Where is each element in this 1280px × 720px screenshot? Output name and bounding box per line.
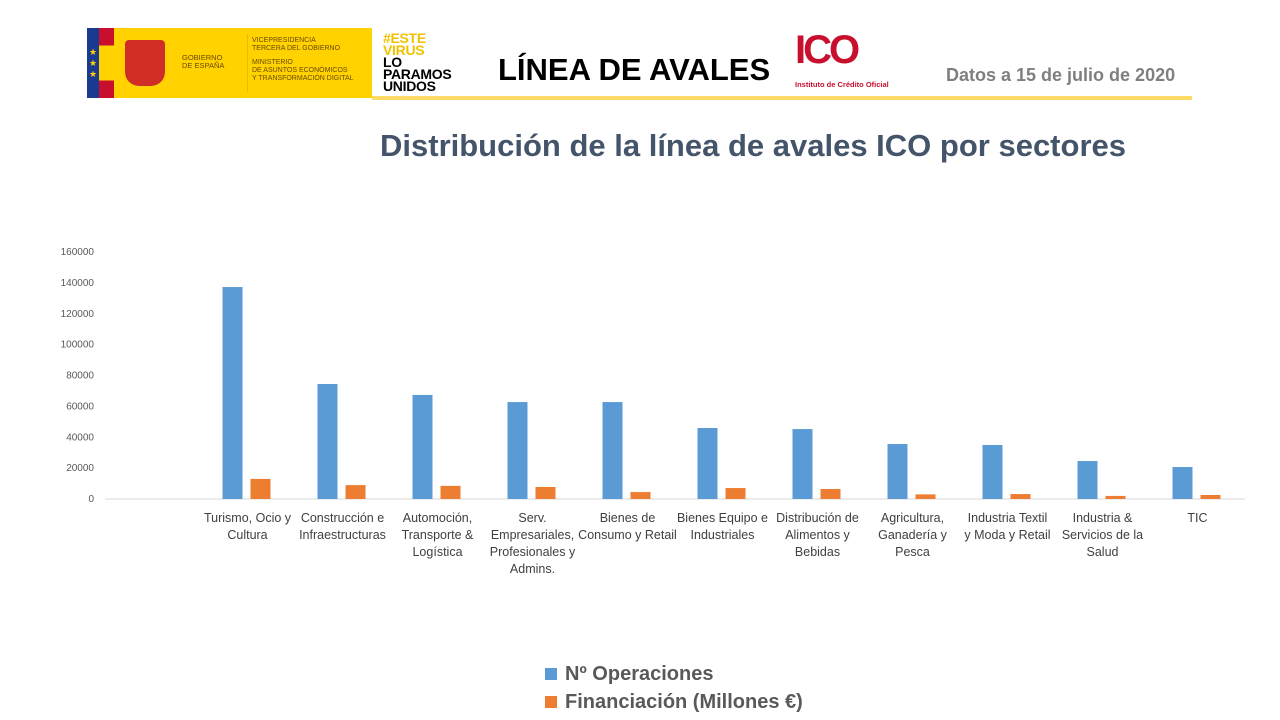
x-tick-label: Industria Textil y Moda y Retail: [964, 511, 1050, 542]
x-tick-label: Agricultura, Ganadería y Pesca: [878, 511, 948, 559]
bar-financiacion: [1010, 494, 1031, 499]
y-tick-label: 80000: [66, 371, 94, 382]
x-tick-label: TIC: [1187, 511, 1207, 525]
legend-item-financiacion: Financiación (Millones €): [545, 688, 803, 716]
gov-line: DE ESPAÑA: [182, 61, 225, 70]
bar-operaciones: [317, 383, 338, 499]
bar-operaciones: [602, 402, 623, 499]
ico-logo-text: ICO: [795, 28, 860, 72]
campaign-line: PARAMOS: [383, 66, 452, 82]
x-tick-label: Bienes de Consumo y Retail: [578, 511, 677, 542]
bar-operaciones: [1172, 467, 1193, 499]
legend-label: Nº Operaciones: [565, 663, 714, 685]
bar-financiacion: [1200, 494, 1221, 499]
bar-financiacion: [630, 492, 651, 499]
bar-financiacion: [440, 485, 461, 499]
ico-name: Instituto de Crédito Oficial: [795, 80, 889, 89]
y-tick-label: 160000: [61, 247, 95, 258]
bar-financiacion: [915, 494, 936, 499]
legend: Nº Operaciones Financiación (Millones €): [545, 660, 803, 716]
bar-operaciones: [412, 394, 433, 499]
vice-line: TERCERA DEL GOBIERNO: [252, 45, 341, 52]
bar-financiacion: [250, 478, 271, 499]
ico-logo: ICO Instituto de Crédito Oficial: [795, 28, 900, 92]
y-tick-label: 140000: [61, 278, 95, 289]
bar-operaciones: [697, 427, 718, 499]
campaign-logo: #ESTE VIRUS LO PARAMOS UNIDOS: [383, 30, 452, 94]
date-label: Datos a 15 de julio de 2020: [946, 65, 1176, 85]
page-title: LÍNEA DE AVALES: [498, 52, 771, 87]
bar-financiacion: [820, 488, 841, 499]
gobierno-logo: ★ ★ ★ GOBIERNO DE ESPAÑA VICEPRESIDENCIA TE…: [87, 28, 372, 98]
chart-title: Distribución de la línea de avales ICO p…: [380, 128, 1126, 163]
bar-operaciones: [887, 444, 908, 499]
vice-line: DE ASUNTOS ECONÓMICOS: [252, 67, 348, 74]
campaign-line: LO: [383, 54, 402, 70]
coat-of-arms-icon: [125, 40, 165, 86]
campaign-line: #ESTE: [383, 30, 426, 46]
bar-financiacion: [345, 485, 366, 499]
bar-operaciones: [507, 402, 528, 499]
divider: [247, 34, 248, 92]
x-tick-label: Bienes Equipo e Industriales: [677, 511, 768, 542]
legend-swatch: [545, 696, 557, 708]
legend-label: Financiación (Millones €): [565, 691, 803, 713]
vice-line: MINISTERIO: [252, 59, 293, 66]
x-tick-label: Construcción e Infraestructuras: [299, 511, 386, 542]
bar-operaciones: [222, 287, 243, 499]
y-tick-label: 40000: [66, 432, 94, 443]
bar-financiacion: [535, 486, 556, 499]
bar-financiacion: [1105, 495, 1126, 499]
campaign-line: VIRUS: [383, 42, 425, 58]
bar-operaciones: [982, 444, 1003, 499]
bar-operaciones: [792, 429, 813, 499]
y-tick-label: 100000: [61, 340, 95, 351]
bar-operaciones: [1077, 461, 1098, 499]
bar-financiacion: [725, 488, 746, 499]
vice-line: VICEPRESIDENCIA: [252, 37, 316, 44]
x-tick-label: Industria & Servicios de la Salud: [1062, 511, 1143, 559]
y-tick-label: 120000: [61, 309, 95, 320]
header-rule: [372, 96, 1192, 100]
x-tick-label: Turismo, Ocio y Cultura: [204, 511, 292, 542]
x-tick-label: Distribución de Alimentos y Bebidas: [776, 511, 859, 559]
legend-swatch: [545, 668, 557, 680]
flag-icon: ★ ★ ★: [87, 28, 114, 98]
y-tick-label: 60000: [66, 401, 94, 412]
vice-line: Y TRANSFORMACIÓN DIGITAL: [252, 75, 354, 82]
legend-item-operaciones: Nº Operaciones: [545, 660, 803, 688]
y-tick-label: 0: [88, 494, 94, 505]
gov-line: GOBIERNO: [182, 53, 223, 62]
x-tick-label: Automoción, Transporte & Logística: [402, 511, 474, 559]
campaign-line: UNIDOS: [383, 78, 436, 94]
y-tick-label: 20000: [66, 463, 94, 474]
x-tick-label: Serv. Empresariales, Profesionales y Admins…: [490, 511, 576, 576]
